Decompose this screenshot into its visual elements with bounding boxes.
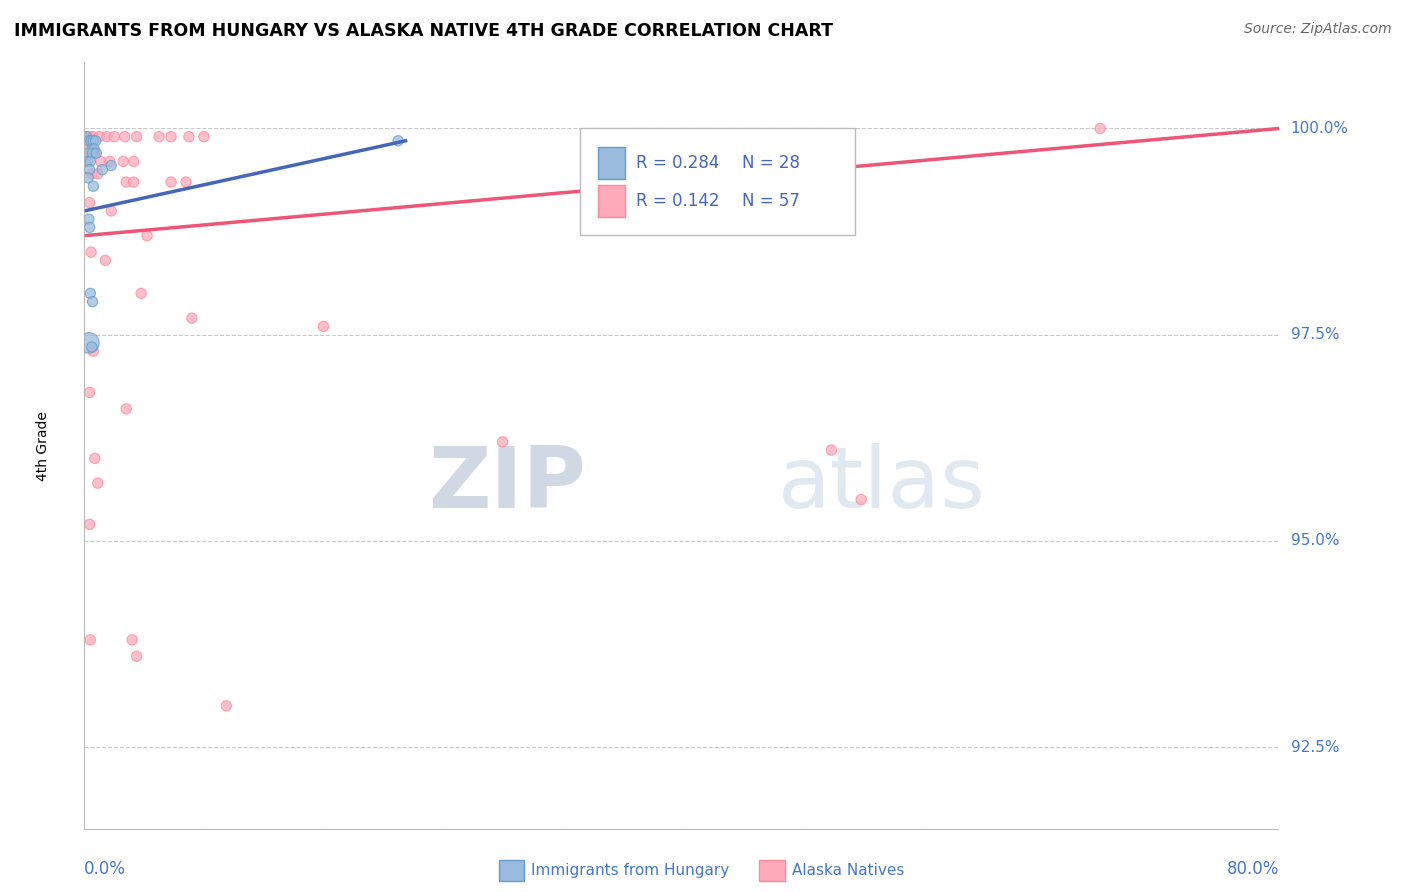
Point <box>94 253 117 268</box>
Point <box>89 129 111 144</box>
Text: atlas: atlas <box>778 442 986 526</box>
Point <box>100 159 122 173</box>
Text: IMMIGRANTS FROM HUNGARY VS ALASKA NATIVE 4TH GRADE CORRELATION CHART: IMMIGRANTS FROM HUNGARY VS ALASKA NATIVE… <box>14 22 834 40</box>
Point <box>181 311 204 326</box>
Point <box>83 146 105 161</box>
Point <box>193 129 215 144</box>
Point <box>79 162 101 177</box>
Point <box>83 451 105 466</box>
Point <box>492 434 515 449</box>
Point <box>115 401 138 416</box>
Point <box>122 175 145 189</box>
Text: R = 0.142: R = 0.142 <box>637 193 720 211</box>
Text: N = 28: N = 28 <box>742 154 800 172</box>
Point <box>136 228 159 243</box>
Point <box>125 129 148 144</box>
Point <box>122 154 145 169</box>
Point <box>820 443 842 458</box>
Point <box>82 146 104 161</box>
Text: N = 57: N = 57 <box>742 193 800 211</box>
Point <box>215 698 238 713</box>
Point <box>76 129 98 144</box>
Point <box>77 129 100 144</box>
Text: Source: ZipAtlas.com: Source: ZipAtlas.com <box>1244 22 1392 37</box>
Point <box>76 142 98 156</box>
Point <box>84 134 107 148</box>
Text: R = 0.284: R = 0.284 <box>637 154 720 172</box>
Point <box>96 129 118 144</box>
Point <box>125 649 148 664</box>
Point <box>79 154 101 169</box>
Text: 95.0%: 95.0% <box>1291 533 1339 549</box>
Point <box>80 340 103 354</box>
Point <box>79 220 101 235</box>
Point <box>174 175 197 189</box>
Point <box>80 167 103 181</box>
Point <box>80 142 103 156</box>
Point <box>86 146 108 161</box>
Point <box>79 517 101 532</box>
Text: 92.5%: 92.5% <box>1291 739 1339 755</box>
Point <box>91 162 114 177</box>
Point <box>87 476 110 491</box>
Point <box>115 175 138 189</box>
Point <box>80 134 103 148</box>
Point <box>1090 121 1112 136</box>
FancyBboxPatch shape <box>599 186 624 218</box>
Point <box>79 632 101 647</box>
Point <box>77 146 100 161</box>
Point <box>387 134 409 148</box>
Point <box>87 167 110 181</box>
Point <box>83 142 105 156</box>
Point <box>160 129 183 144</box>
Point <box>103 129 125 144</box>
Text: 4th Grade: 4th Grade <box>35 411 49 481</box>
Point <box>76 154 98 169</box>
Point <box>98 154 121 169</box>
Point <box>82 294 104 309</box>
Point <box>100 203 122 218</box>
Text: 0.0%: 0.0% <box>84 860 127 878</box>
Text: ZIP: ZIP <box>429 442 586 526</box>
Point <box>79 195 101 210</box>
Point <box>114 129 136 144</box>
Point <box>77 170 100 185</box>
Point <box>77 212 100 227</box>
Text: 80.0%: 80.0% <box>1227 860 1279 878</box>
Point <box>82 344 104 359</box>
Point <box>82 179 104 194</box>
Point <box>129 286 152 301</box>
Point <box>77 335 100 350</box>
Point <box>79 286 101 301</box>
Point <box>82 134 104 148</box>
Point <box>75 129 97 144</box>
Text: 97.5%: 97.5% <box>1291 327 1339 343</box>
Text: 100.0%: 100.0% <box>1291 121 1348 136</box>
Point <box>79 385 101 400</box>
Point <box>177 129 200 144</box>
Point <box>77 134 100 148</box>
FancyBboxPatch shape <box>581 128 855 235</box>
Point <box>148 129 170 144</box>
Point <box>851 492 873 507</box>
Point <box>160 175 183 189</box>
Point <box>112 154 135 169</box>
Text: Alaska Natives: Alaska Natives <box>792 863 904 878</box>
Point <box>82 129 104 144</box>
Point <box>90 154 112 169</box>
Text: Immigrants from Hungary: Immigrants from Hungary <box>531 863 730 878</box>
FancyBboxPatch shape <box>599 147 624 179</box>
Point <box>312 319 335 334</box>
Point <box>80 245 103 260</box>
Point <box>121 632 143 647</box>
